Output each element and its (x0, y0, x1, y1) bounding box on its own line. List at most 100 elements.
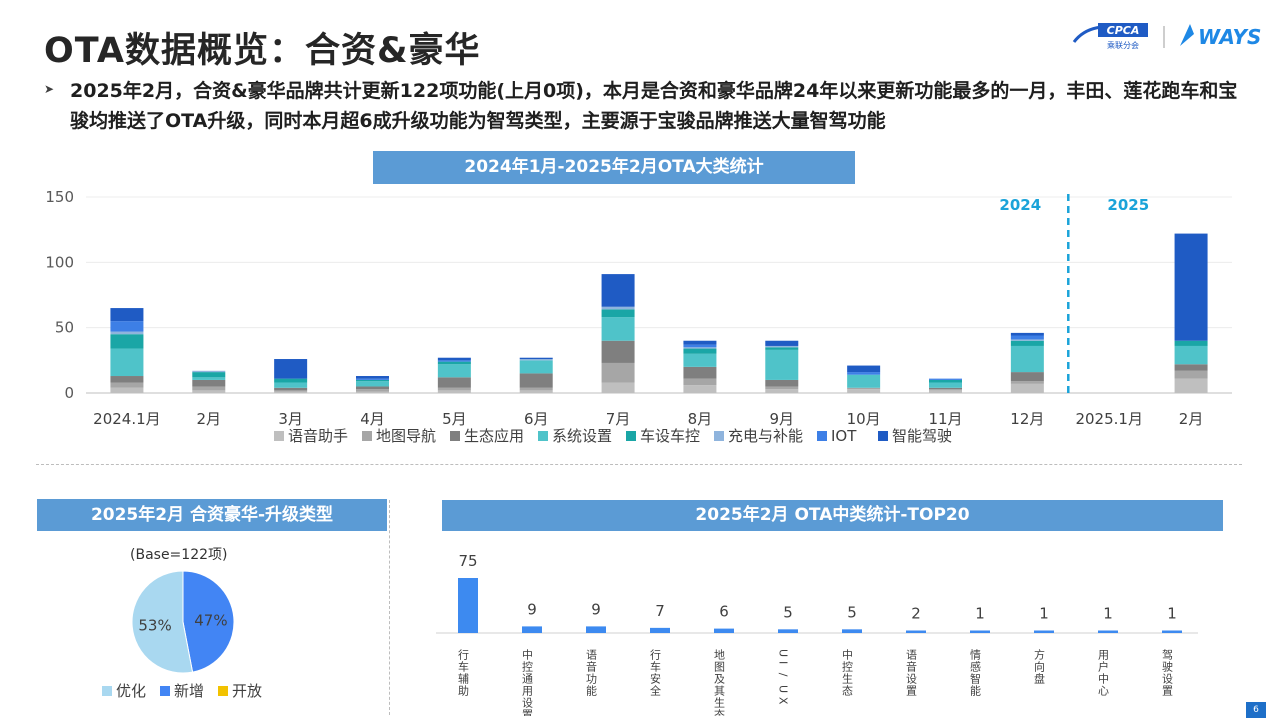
y-tick-label: 0 (64, 384, 74, 402)
bar-segment (765, 389, 799, 393)
ways-logo-text: WAYS (1198, 25, 1261, 49)
bar-segment (601, 317, 635, 341)
y-tick-label: 150 (45, 188, 74, 206)
bar-segment (192, 379, 226, 387)
brand-logos: CPCA 乘联分会 WAYS (1072, 23, 1261, 50)
bar-segment (437, 390, 471, 393)
category-label: U I / U X (777, 649, 790, 705)
category-label-char: 设 (521, 697, 534, 709)
bar (1098, 630, 1118, 633)
category-label-char: I (777, 661, 790, 664)
category-label-char: 方 (1033, 648, 1046, 660)
bar-segment (192, 377, 226, 380)
bar-segment (356, 376, 389, 379)
bar-segment (519, 357, 553, 360)
category-label-char: 中 (521, 649, 534, 660)
legend-item: 车设车控 (626, 427, 700, 445)
bar-segment (274, 391, 308, 393)
pie-legend-item: 优化 (102, 682, 146, 700)
bar-segment (683, 344, 717, 348)
bar-segment (110, 334, 144, 349)
bar-segment (1174, 378, 1208, 393)
bar-segment (765, 345, 799, 348)
legend-swatch (538, 431, 548, 441)
category-label-char: 行 (457, 649, 470, 661)
category-label-char: 驶 (1161, 660, 1174, 673)
cpca-logo-text: CPCA (1107, 24, 1140, 37)
legend-swatch (160, 686, 170, 696)
category-label-char: 辅 (457, 672, 470, 684)
cpca-logo-subtext: 乘联分会 (1107, 40, 1139, 50)
legend-swatch (714, 431, 724, 441)
bar (778, 629, 798, 633)
bar-segment (765, 349, 799, 380)
bar-segment (274, 359, 308, 379)
bar-segment (683, 348, 717, 354)
category-label-char: 行 (649, 649, 662, 661)
category-label: 语音设置 (905, 649, 918, 696)
legend-label: 充电与补能 (728, 427, 803, 445)
data-label: 9 (591, 600, 601, 618)
legend-item: IOT (817, 427, 857, 445)
bar-segment (847, 374, 881, 388)
page-title: OTA数据概览：合资&豪华 (44, 31, 481, 71)
x-tick-label: 7月 (606, 410, 631, 428)
bar-segment (110, 321, 144, 332)
category-label-char: 置 (521, 709, 534, 716)
category-label: 地图及其生态 (713, 649, 726, 716)
bar-segment (1174, 364, 1208, 371)
bar-segment (683, 366, 717, 379)
bar-segment (1010, 339, 1044, 341)
bar-segment (601, 340, 635, 363)
category-label-char: 生 (713, 696, 726, 708)
legend-swatch (450, 431, 460, 441)
category-label-char: 用 (521, 685, 534, 697)
bar-segment (847, 365, 881, 373)
bar-segment (110, 387, 144, 393)
bar-segment (683, 340, 717, 345)
bar-segment (683, 347, 717, 349)
pie-chart-title: 2025年2月 合资豪华-升级类型 (37, 499, 387, 531)
bar-segment (356, 381, 389, 387)
year-label: 2024 (999, 196, 1041, 214)
bar-segment (519, 359, 553, 361)
category-label-char: U (777, 649, 790, 657)
category-label: 方向盘 (1033, 648, 1046, 684)
section-divider (36, 464, 1242, 465)
bar-segment (437, 387, 471, 391)
legend-item: 生态应用 (450, 427, 524, 445)
bar-segment (110, 348, 144, 377)
bar-segment (1010, 335, 1044, 340)
bar-segment (1010, 340, 1044, 346)
bar-segment (519, 373, 553, 388)
category-label-char: 驾 (1161, 649, 1174, 661)
category-label-char: / (777, 673, 790, 677)
legend-swatch (817, 431, 827, 441)
category-label-char: 音 (585, 660, 598, 673)
monthly-chart-title: 2024年1月-2025年2月OTA大类统计 (373, 151, 855, 184)
bar-segment (274, 382, 308, 388)
bar-segment (519, 387, 553, 391)
bar-segment (601, 362, 635, 383)
category-label-char: 中 (841, 649, 854, 660)
bar-segment (929, 390, 962, 393)
legend-label: 系统设置 (552, 427, 612, 445)
bar-segment (356, 389, 389, 392)
bar (906, 630, 926, 633)
category-label: 中控生态 (841, 649, 854, 696)
category-label-char: 通 (521, 673, 534, 684)
bar-segment (1010, 345, 1044, 373)
summary-text: 2025年2月，合资&豪华品牌共计更新122项功能(上月0项)，本月是合资和豪华… (70, 80, 1238, 132)
bar (1034, 630, 1054, 633)
bar-segment (847, 387, 881, 390)
legend-swatch (626, 431, 636, 441)
data-label: 75 (458, 552, 477, 570)
bar-segment (274, 378, 308, 383)
category-label-char: 车 (457, 660, 470, 673)
pie-slice-label: 53% (138, 617, 171, 635)
bar-segment (1174, 370, 1208, 379)
x-tick-label: 12月 (1010, 410, 1044, 428)
category-label-char: 地 (713, 649, 726, 660)
bar (970, 630, 990, 633)
bar-segment (110, 331, 144, 335)
